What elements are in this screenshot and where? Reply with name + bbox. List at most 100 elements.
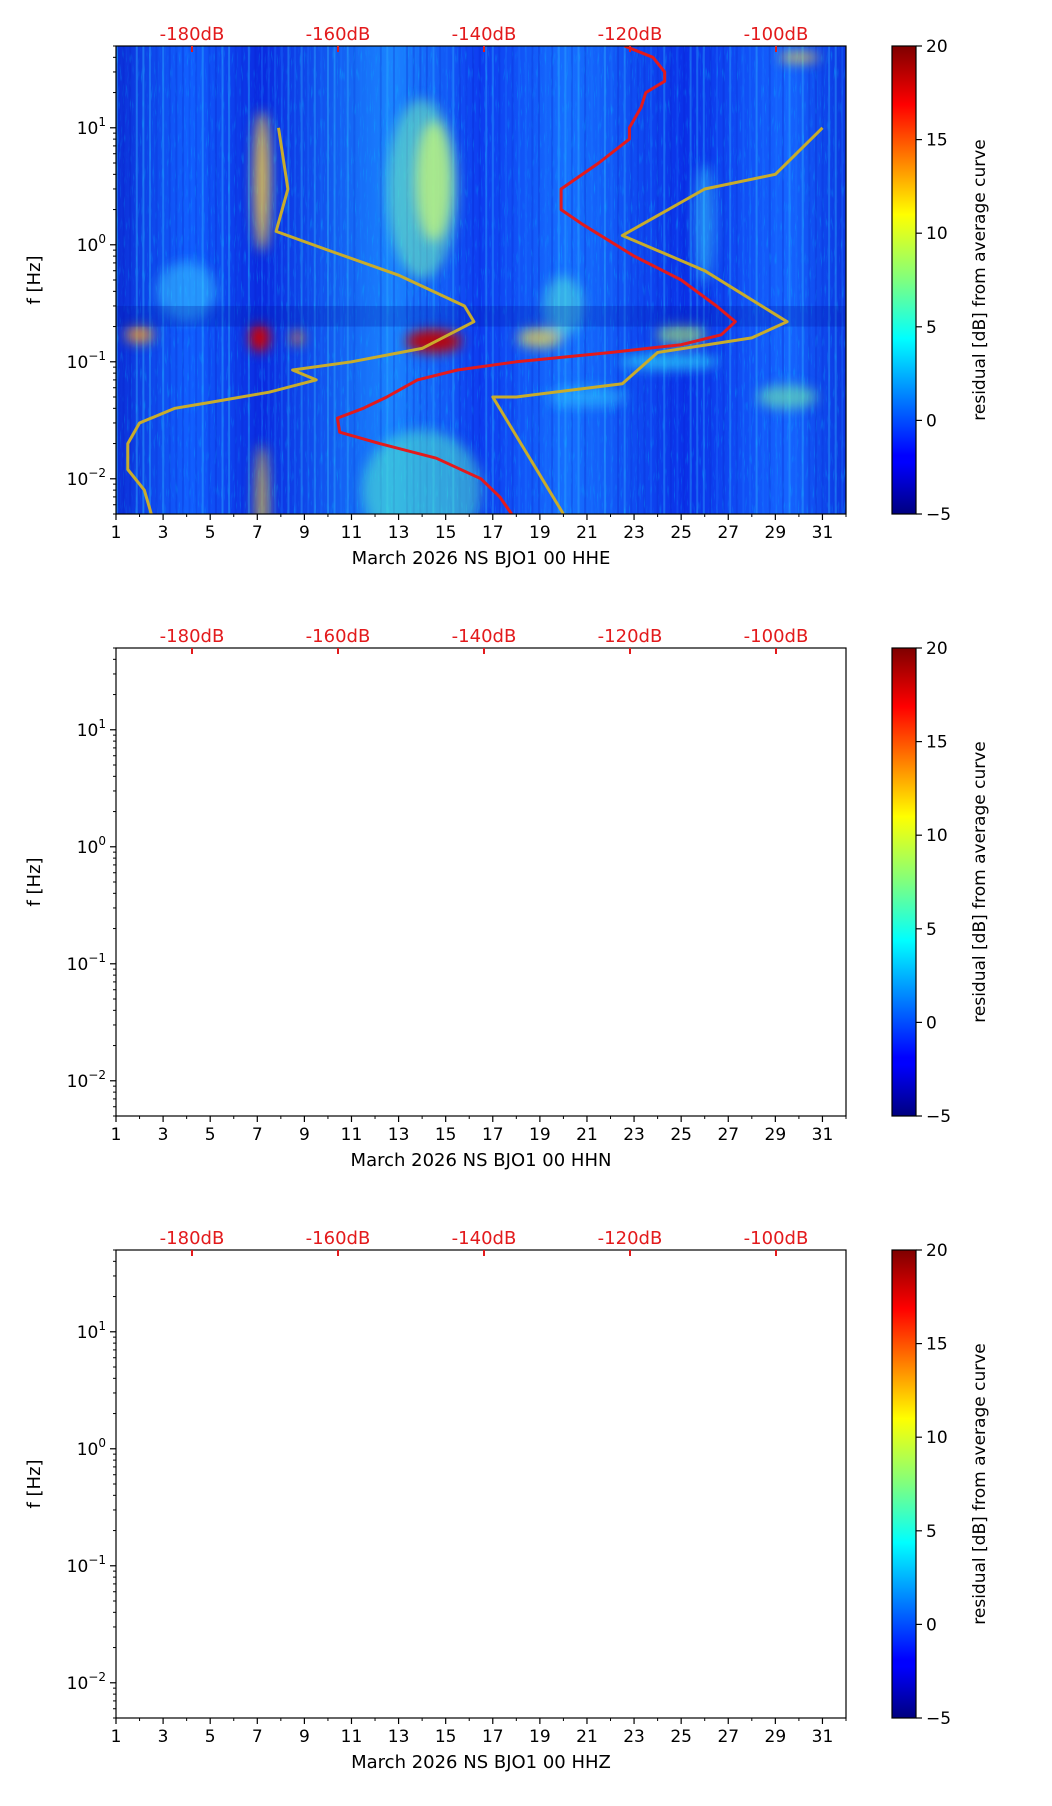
spectrogram-streak <box>452 648 454 1116</box>
spectrogram-streak <box>729 1250 731 1718</box>
spectrogram-streak <box>716 1250 718 1718</box>
spectrogram-streak <box>195 1250 197 1718</box>
spectrogram-streak <box>650 1250 652 1718</box>
spectrogram-background <box>116 1250 846 1718</box>
colorbar-tick-label: −5 <box>926 1709 951 1729</box>
spectrogram-streak <box>518 1250 520 1718</box>
spectrogram-hotspot <box>695 1368 715 1488</box>
spectrogram-streak <box>545 1250 547 1718</box>
spectrogram-streak <box>676 1250 678 1718</box>
spectrogram-hotspot <box>547 1591 627 1611</box>
spectrogram-hotspot <box>250 1528 270 1556</box>
spectrogram-hotspot <box>619 353 720 370</box>
spectrogram-noise <box>116 1250 846 1718</box>
spectrogram-hotspot <box>757 1589 817 1613</box>
db-tick-label: -180dB <box>160 1228 225 1249</box>
spectrogram-streak <box>756 1250 758 1718</box>
spectrogram-hotspot <box>406 1533 462 1557</box>
x-tick-label: 23 <box>623 1125 645 1145</box>
spectrogram-streak <box>657 1250 659 1718</box>
colorbar-label: residual [dB] from average curve <box>970 741 990 1022</box>
spectrogram-streak <box>169 1250 171 1718</box>
spectrogram-hotspot <box>543 878 583 938</box>
spectrogram-streak <box>828 1250 830 1718</box>
spectrogram-streak <box>360 1250 362 1718</box>
x-tick-label: 27 <box>717 1727 739 1747</box>
spectrogram-streak <box>228 1250 230 1718</box>
x-tick-label: 11 <box>341 523 363 543</box>
spectrogram-streak <box>841 648 843 1116</box>
spectrogram-streak <box>123 648 125 1116</box>
spectrogram-hotspot <box>256 1649 268 1769</box>
db-tick-label: -120dB <box>598 1228 663 1249</box>
spectrogram-streak <box>208 1250 210 1718</box>
spectrogram-streak <box>393 648 395 1116</box>
spectrogram-streak <box>241 648 243 1116</box>
spectrogram-streak <box>630 1250 632 1718</box>
spectrogram-streak <box>604 1250 606 1718</box>
spectrogram-streak <box>749 648 751 1116</box>
spectrogram-hotspot <box>543 275 584 336</box>
colorbar-tick-label: 0 <box>926 1615 937 1635</box>
model-curve <box>128 730 474 1116</box>
y-axis-label: f [Hz] <box>24 1459 45 1508</box>
spectrogram-streak <box>716 648 718 1116</box>
spectrogram-streak <box>591 1250 593 1718</box>
x-tick-label: 11 <box>341 1727 363 1747</box>
colorbar-tick-label: 15 <box>926 733 948 753</box>
spectrogram-streak <box>663 1250 665 1718</box>
spectrogram-streak <box>373 648 375 1116</box>
spectrogram-dark-band <box>116 305 846 327</box>
spectrogram-hotspot <box>157 1465 217 1525</box>
x-tick-label: 29 <box>765 1727 787 1747</box>
spectrogram-streak <box>643 648 645 1116</box>
spectrogram-hotspots <box>126 654 819 1166</box>
spectrogram-streak <box>446 648 448 1116</box>
spectrogram-hotspot <box>126 929 154 945</box>
spectrogram-streak <box>320 1250 322 1718</box>
x-tick-label: 27 <box>717 523 739 543</box>
spectrogram-hotspot <box>156 261 217 322</box>
spectrogram-hotspot <box>291 330 304 345</box>
x-tick-label: 13 <box>388 1727 410 1747</box>
y-tick-label: 10−1 <box>67 951 106 975</box>
spectrogram-streak <box>479 1250 481 1718</box>
spectrogram-hotspot <box>362 1634 482 1754</box>
spectrogram-streak <box>294 648 296 1116</box>
x-tick-label: 7 <box>252 523 263 543</box>
x-tick-label: 21 <box>576 1727 598 1747</box>
x-tick-label: 11 <box>341 1125 363 1145</box>
spectrogram-image <box>116 648 846 1167</box>
colorbar-tick-label: 10 <box>926 826 948 846</box>
spectrogram-hotspot <box>256 1047 268 1167</box>
spectrogram-streak <box>182 1250 184 1718</box>
colorbar-tick-label: 15 <box>926 1335 948 1355</box>
spectrogram-streak <box>663 648 665 1116</box>
spectrogram-streak <box>347 648 349 1116</box>
spectrogram-streak <box>386 1250 388 1718</box>
spectrogram-streak <box>248 1250 250 1718</box>
spectrogram-streak <box>742 1250 744 1718</box>
model-curve <box>491 126 824 514</box>
spectrogram-streak <box>439 648 441 1116</box>
spectrogram-streak <box>268 1250 270 1718</box>
spectrogram-streak <box>175 648 177 1116</box>
colorbar-tick-label: 20 <box>926 1241 948 1261</box>
y-axis-label: f [Hz] <box>24 255 45 304</box>
spectrogram-hotspot <box>291 1535 303 1549</box>
spectrogram-streak <box>808 1250 810 1718</box>
spectrogram-streak <box>815 1250 817 1718</box>
spectrogram-hotspot <box>362 430 483 514</box>
spectrogram-streak <box>558 1250 560 1718</box>
spectrogram-streak <box>584 1250 586 1718</box>
spectrogram-hotspot <box>406 931 462 955</box>
spectrogram-streak <box>492 648 494 1116</box>
x-tick-label: 7 <box>252 1727 263 1747</box>
plot-frame <box>115 647 847 1117</box>
x-tick-label: 17 <box>482 1727 504 1747</box>
spectrogram-streak <box>413 1250 415 1718</box>
x-tick-label: 3 <box>158 1125 169 1145</box>
spectrogram-streak <box>169 648 171 1116</box>
spectrogram-streak <box>472 1250 474 1718</box>
x-tick-label: 13 <box>388 523 410 543</box>
